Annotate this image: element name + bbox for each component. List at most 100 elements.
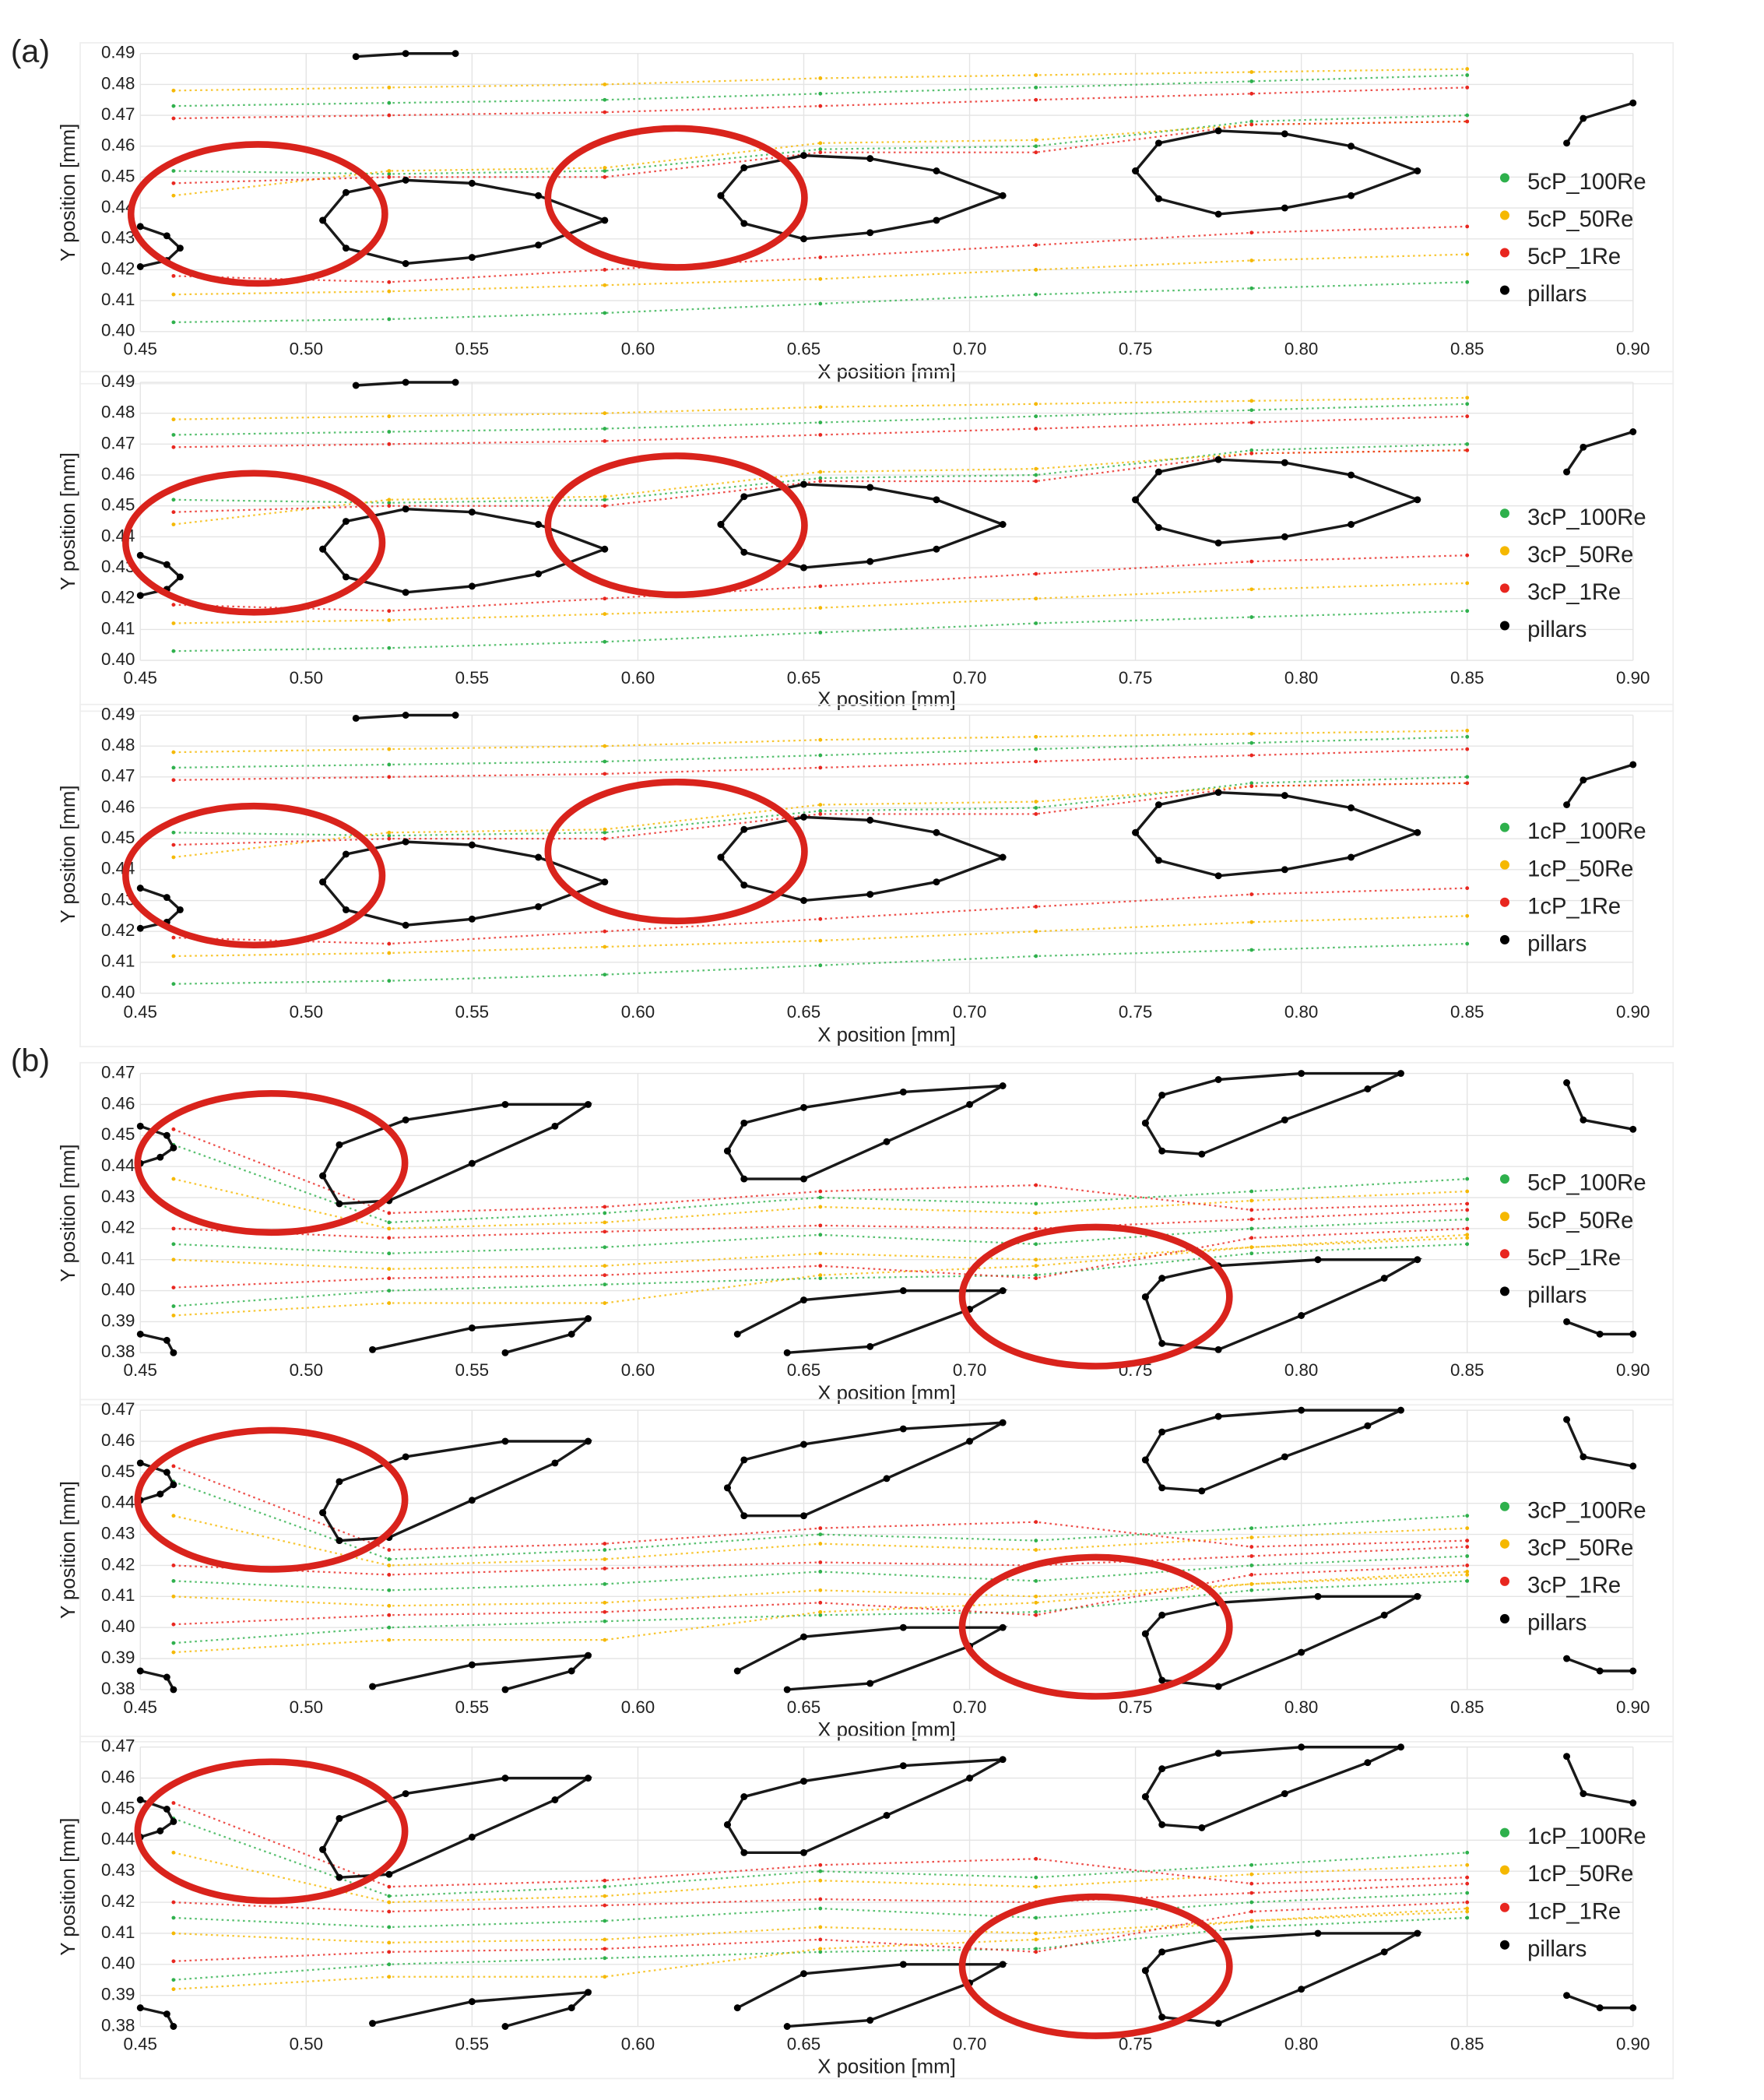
pillar-point	[1563, 1079, 1571, 1086]
pillar-point	[342, 518, 350, 526]
legend-label: pillars	[1527, 1283, 1587, 1308]
stream-point	[603, 1947, 607, 1951]
stream-point	[603, 1282, 607, 1287]
pillar-point	[1154, 801, 1162, 808]
pillar-point	[551, 1122, 559, 1130]
legend-label: 1cP_50Re	[1527, 1862, 1633, 1887]
stream-point	[603, 1205, 607, 1209]
stream-point	[603, 1903, 607, 1908]
stream-point	[1249, 1189, 1254, 1194]
pillar-point	[1214, 789, 1222, 797]
pillar-point	[1198, 1150, 1206, 1158]
pillar-point	[1154, 139, 1162, 147]
pillar-point	[966, 1437, 974, 1445]
stream-point	[171, 1915, 176, 1920]
pillar-point	[170, 1349, 177, 1356]
x-tick-label: 0.45	[124, 1002, 157, 1022]
stream-point	[1249, 1251, 1254, 1256]
stream-point	[1249, 1909, 1254, 1914]
y-tick-label: 0.48	[101, 403, 135, 422]
pillar-point	[1364, 1759, 1372, 1767]
x-tick-label: 0.65	[787, 339, 821, 359]
stream-point	[818, 1906, 823, 1911]
stream-point	[171, 649, 176, 653]
stream-point	[818, 803, 823, 807]
pillar-point	[1348, 142, 1355, 150]
pillar-point	[1158, 1275, 1166, 1282]
pillar-point	[883, 1138, 891, 1145]
pillar-point	[501, 1686, 509, 1694]
stream-point	[603, 166, 607, 170]
stream-point	[171, 954, 176, 959]
stream-point	[603, 498, 607, 502]
stream-point	[1465, 1201, 1470, 1206]
pillar-point	[136, 263, 144, 270]
stream-point	[1249, 559, 1254, 564]
pillar-point	[999, 1082, 1007, 1089]
stream-point	[171, 116, 176, 121]
y-tick-label: 0.40	[101, 1279, 135, 1299]
legend-marker	[1499, 1827, 1509, 1838]
y-tick-label: 0.46	[101, 1430, 135, 1450]
stream-point	[171, 445, 176, 449]
stream-point	[171, 510, 176, 515]
x-tick-label: 0.90	[1616, 1002, 1650, 1022]
x-axis-label: X position [mm]	[817, 688, 955, 710]
y-tick-label: 0.39	[101, 1310, 135, 1330]
stream-point	[603, 1581, 607, 1586]
pillar-point	[740, 220, 748, 227]
pillar-point	[1563, 1416, 1571, 1423]
panel-label: (a)	[11, 33, 50, 69]
stream-point	[387, 979, 392, 983]
pillar-point	[585, 1315, 592, 1322]
pillar-point	[966, 1100, 974, 1108]
stream-point	[387, 1588, 392, 1592]
pillar-point	[1348, 471, 1355, 479]
pillar-point	[800, 1103, 807, 1111]
stream-point	[1034, 1264, 1038, 1268]
pillar-point	[163, 1336, 170, 1344]
pillar-point	[468, 1497, 476, 1504]
pillar-point	[1214, 1076, 1222, 1083]
pillar-point	[1214, 539, 1222, 547]
pillar-point	[999, 1756, 1007, 1764]
x-tick-label: 0.45	[124, 1697, 157, 1717]
stream-point	[1465, 1514, 1470, 1518]
pillar-point	[740, 881, 748, 889]
stream-point	[387, 1267, 392, 1272]
pillar-point	[740, 1175, 748, 1183]
highlight-ellipse	[122, 470, 386, 616]
pillar-point	[800, 564, 807, 572]
pillar-point	[319, 1172, 327, 1180]
pillar-point	[800, 1633, 807, 1641]
pillar-point	[336, 1814, 343, 1822]
stream-point	[387, 100, 392, 105]
y-tick-label: 0.47	[101, 433, 135, 452]
pillar-point	[717, 192, 725, 199]
stream-point	[387, 1557, 392, 1561]
y-tick-label: 0.41	[101, 1585, 135, 1605]
stream-point	[387, 762, 392, 767]
pillar-point	[352, 382, 360, 389]
stream-point	[387, 1251, 392, 1256]
stream-point	[171, 750, 176, 755]
stream-point	[818, 255, 823, 259]
pillar-point	[740, 493, 748, 501]
x-tick-label: 0.60	[621, 1697, 655, 1717]
stream-point	[603, 1245, 607, 1250]
stream-point	[1249, 1900, 1254, 1905]
pillar-point	[866, 816, 874, 824]
pillar-point	[402, 589, 409, 596]
stream-point	[171, 1622, 176, 1627]
x-axis-label: X position [mm]	[817, 1719, 955, 1741]
stream-point	[1465, 1570, 1470, 1574]
pillar-point	[1298, 1648, 1305, 1656]
pillar-point	[1214, 2020, 1222, 2028]
stream-point	[171, 603, 176, 607]
pillar-point	[369, 1345, 376, 1353]
stream-point	[603, 1567, 607, 1571]
stream-point	[387, 289, 392, 294]
pillar-point	[899, 1425, 907, 1433]
x-tick-label: 0.45	[124, 668, 157, 688]
pillar-point	[1348, 521, 1355, 528]
